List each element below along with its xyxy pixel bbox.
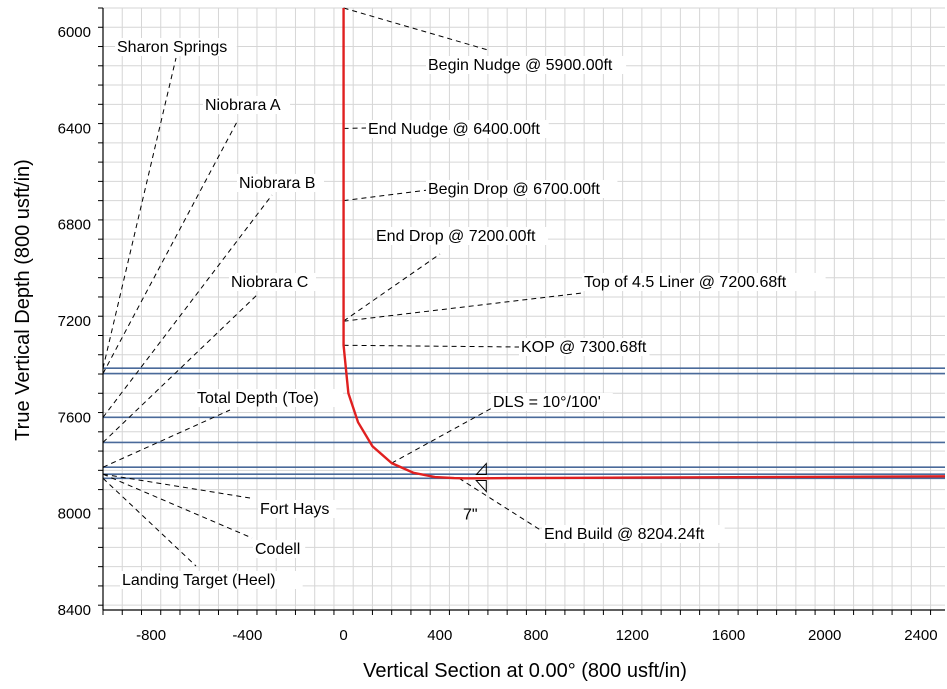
formation-label-bg <box>253 540 306 558</box>
annotation-leader <box>343 344 521 348</box>
annotation-label-bg <box>366 120 549 138</box>
formation-leader <box>102 473 251 499</box>
x-tick-label: 2400 <box>904 627 937 644</box>
annotation-label: Begin Nudge @ 5900.00ft <box>428 57 613 74</box>
y-axis-title: True Vertical Depth (800 usft/in) <box>12 159 34 441</box>
annotation-label: End Drop @ 7200.00ft <box>376 228 536 245</box>
casing-triangle <box>475 462 487 476</box>
annotation-leader <box>391 407 493 464</box>
y-tick-label: 8400 <box>58 602 91 619</box>
formation-leader <box>102 477 197 567</box>
axes: -800 -400 0 400 800 1200 1600 2000 2400 6000 6400 6… <box>58 7 945 644</box>
annotation-leaders <box>102 7 583 567</box>
y-tick-label: 7200 <box>58 313 91 330</box>
formation-label: Fort Hays <box>260 501 329 518</box>
annotation-label-bg <box>491 393 613 411</box>
y-tick-label: 6800 <box>58 217 91 234</box>
casing-marker: 7" <box>463 462 487 524</box>
y-tick-label: 6400 <box>58 120 91 137</box>
formation-label-bg <box>258 500 337 518</box>
x-tick-label: -400 <box>232 627 262 644</box>
y-tick-label: 6000 <box>58 24 91 41</box>
x-tick-label: 800 <box>524 627 549 644</box>
formation-leader <box>102 119 239 374</box>
formation-label: Niobrara A <box>205 97 281 114</box>
annotation-label-bg <box>426 180 618 198</box>
formation-label-bg <box>120 571 303 589</box>
annotation-leader <box>343 292 583 322</box>
x-tick-label: 1200 <box>616 627 649 644</box>
y-tick-label: 7600 <box>58 409 91 426</box>
wellpath-line <box>342 8 946 480</box>
annotation-leader <box>458 477 543 532</box>
x-tick-label: 0 <box>339 627 347 644</box>
annotation-label-bg <box>374 227 548 245</box>
formation-label-bg <box>115 38 237 56</box>
x-axis-title: Vertical Section at 0.00° (800 usft/in) <box>363 660 687 682</box>
x-tick-label: 1600 <box>712 627 745 644</box>
formation-label: Niobrara C <box>231 274 308 291</box>
annotation-leader <box>343 7 489 51</box>
annotation-label: KOP @ 7300.68ft <box>521 339 647 356</box>
formation-lines <box>103 367 945 480</box>
formation-label: Landing Target (Heel) <box>122 572 276 589</box>
annotation-label: End Build @ 8204.24ft <box>544 526 705 543</box>
annotation-label-bg <box>519 338 650 356</box>
x-tick-label: -800 <box>136 627 166 644</box>
formation-leader <box>102 473 253 539</box>
casing-label: 7" <box>463 507 478 524</box>
formation-label-bg <box>203 96 290 114</box>
annotation-label: Begin Drop @ 6700.00ft <box>428 181 600 198</box>
x-tick-label: 2000 <box>808 627 841 644</box>
formation-label: Codell <box>255 541 300 558</box>
annotation-label-bg <box>582 273 826 291</box>
formation-label: Niobrara B <box>239 175 315 192</box>
formation-label: Sharon Springs <box>117 39 227 56</box>
annotation-label-bg <box>542 525 725 543</box>
formation-leader <box>102 57 177 369</box>
formation-label-bg <box>229 273 316 291</box>
formation-label: Total Depth (Toe) <box>197 390 319 407</box>
annotation-label: End Nudge @ 6400.00ft <box>368 121 540 138</box>
annotation-label: Top of 4.5 Liner @ 7200.68ft <box>584 274 787 291</box>
formation-label-bg <box>237 174 324 192</box>
y-tick-label: 8000 <box>58 506 91 523</box>
annotation-leader <box>343 253 441 322</box>
annotation-labels: Begin Nudge @ 5900.00ft End Nudge @ 6400.… <box>115 38 826 589</box>
formation-leader <box>102 194 273 418</box>
casing-triangle <box>475 480 487 493</box>
formation-label-bg <box>195 389 343 407</box>
annotation-leader <box>343 189 429 202</box>
wellpath-series <box>342 8 946 480</box>
annotation-label: DLS = 10°/100' <box>493 394 601 411</box>
x-tick-label: 400 <box>427 627 452 644</box>
grid <box>102 7 945 610</box>
annotation-label-bg <box>426 56 627 74</box>
